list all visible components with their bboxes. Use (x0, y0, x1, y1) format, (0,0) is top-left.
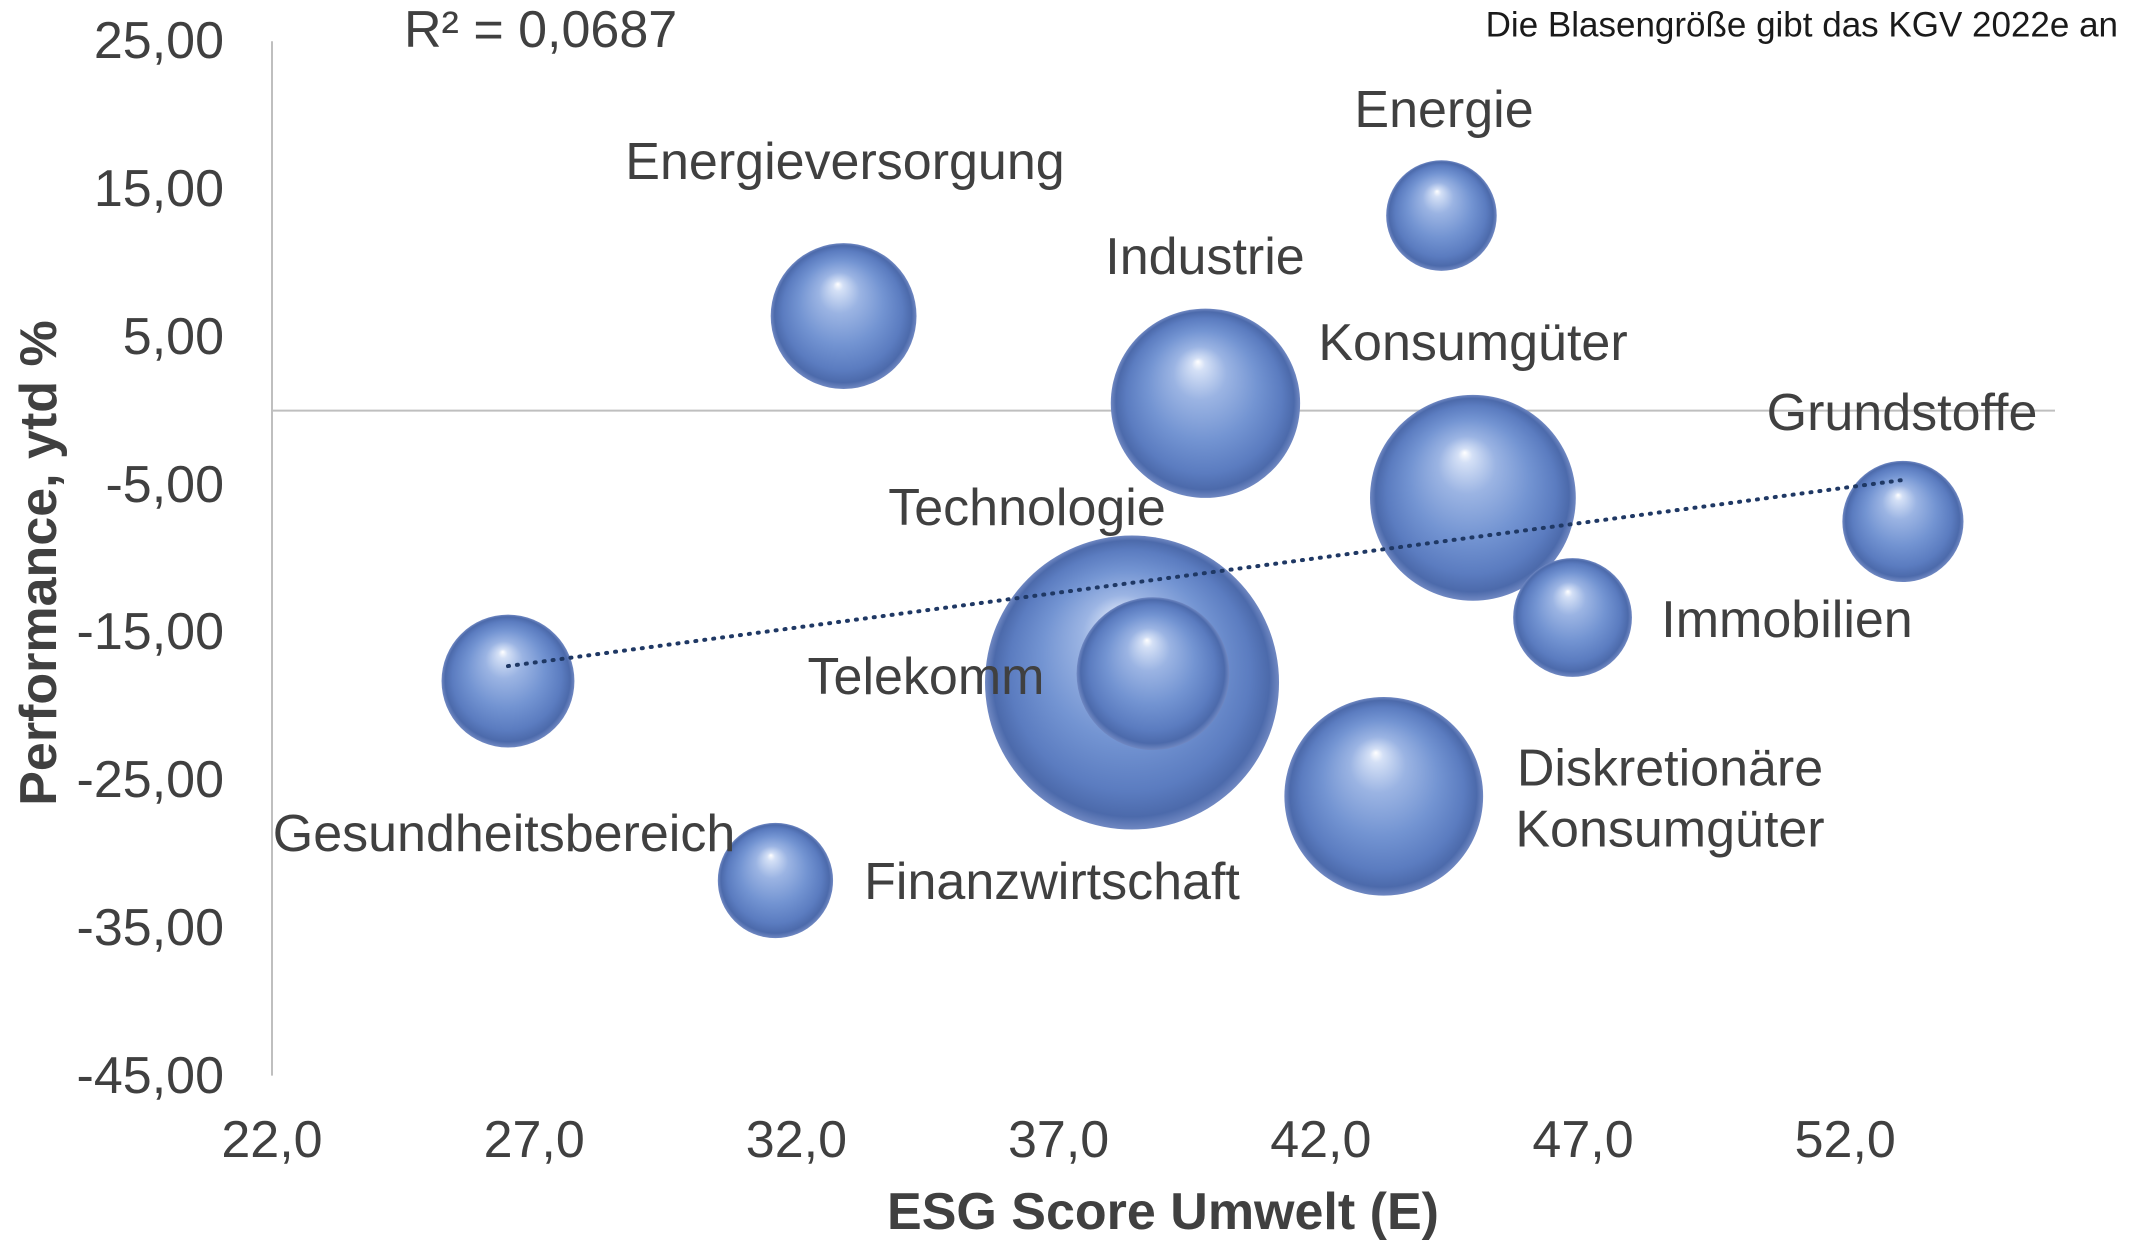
bubble-label-diskretionare-konsumguter: Diskretionäre Konsumgüter (1515, 739, 1825, 859)
bubble-grundstoffe (1842, 460, 1964, 583)
bubble-label-technologie: Technologie (888, 479, 1166, 537)
bubble-label-energieversorgung: Energieversorgung (625, 133, 1065, 191)
bubble-telekomm (1076, 597, 1230, 751)
x-tick-label: 37,0 (1008, 1111, 1110, 1169)
bubble-size-note: Die Blasengröße gibt das KGV 2022e an (1485, 5, 2118, 45)
bubble-label-telekomm: Telekomm (807, 648, 1045, 706)
bubble-immobilien (1513, 558, 1632, 677)
y-axis-title: Performance, ytd % (10, 320, 68, 806)
y-tick-label: -25,00 (76, 751, 224, 810)
trendline-layer (505, 477, 1905, 669)
bubble-finanzwirtschaft (717, 822, 834, 939)
bubble-konsumguter (1370, 394, 1576, 601)
x-tick-label: 32,0 (745, 1111, 848, 1169)
bubble-gesundheitsbereich (441, 614, 575, 748)
bubble-label-grundstoffe: Grundstoffe (1766, 384, 2038, 442)
x-tick-label: 42,0 (1270, 1111, 1372, 1169)
y-tick-label: 25,00 (93, 12, 224, 71)
bubble-label-konsumguter: Konsumgüter (1318, 314, 1628, 372)
bubble-diskretionare-konsumguter (1284, 696, 1484, 896)
bubble-label-energie: Energie (1354, 81, 1534, 139)
bubble-industrie (1110, 308, 1301, 498)
y-tick-label: -45,00 (76, 1046, 224, 1105)
bubble-label-gesundheitsbereich: Gesundheitsbereich (272, 805, 736, 863)
r-squared-label: R² = 0,0687 (404, 1, 678, 59)
y-tick-label: 5,00 (122, 307, 224, 366)
y-tick-label: 15,00 (93, 159, 224, 218)
trendline (505, 477, 1905, 669)
y-tick-label: -35,00 (76, 898, 224, 957)
bubble-energie (1386, 160, 1497, 271)
x-tick-label: 52,0 (1794, 1111, 1896, 1169)
bubbles (441, 160, 1964, 939)
bubble-label-finanzwirtschaft: Finanzwirtschaft (864, 853, 1240, 911)
y-tick-label: -15,00 (76, 603, 224, 662)
x-tick-label: 22,0 (221, 1111, 323, 1169)
y-tick-label: -5,00 (105, 455, 224, 514)
x-axis-title: ESG Score Umwelt (E) (887, 1183, 1439, 1241)
bubble-label-industrie: Industrie (1105, 228, 1305, 286)
bubble-energieversorgung (770, 243, 917, 389)
x-tick-label: 27,0 (483, 1111, 585, 1169)
x-tick-label: 47,0 (1532, 1111, 1634, 1169)
bubble-label-immobilien: Immobilien (1661, 591, 1913, 649)
